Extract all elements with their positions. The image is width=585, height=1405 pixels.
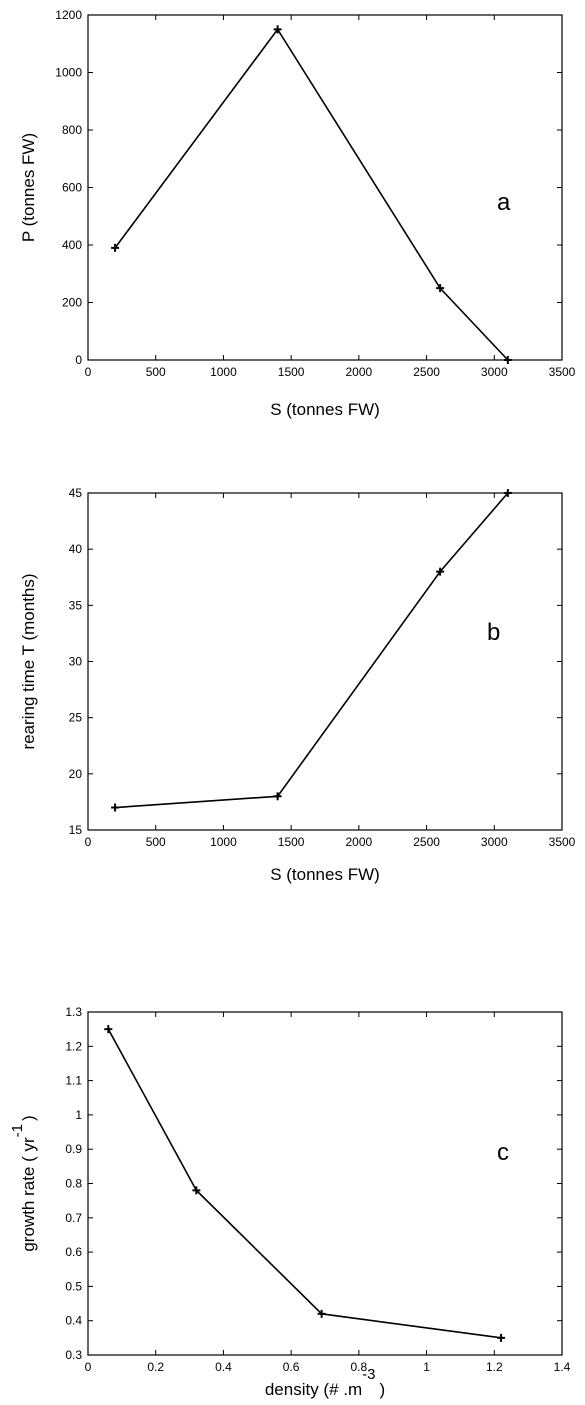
data-point [436, 567, 445, 576]
x-tick-label: 500 [146, 835, 166, 849]
x-tick-label: 2000 [346, 365, 373, 379]
x-tick-label: 0.2 [147, 1360, 164, 1374]
y-tick-label: 400 [62, 238, 82, 252]
x-tick-label: 0 [85, 365, 92, 379]
x-axis-label-close: ) [379, 1380, 385, 1399]
x-tick-label: 1500 [278, 835, 305, 849]
y-tick-label: 800 [62, 123, 82, 137]
y-tick-label: 600 [62, 181, 82, 195]
x-tick-label: 1 [423, 1360, 430, 1374]
y-axis-label: growth rate ( yr-1) [9, 1115, 38, 1251]
x-tick-label: 1.2 [486, 1360, 503, 1374]
y-tick-label: 15 [69, 823, 83, 837]
data-point [497, 1333, 506, 1342]
data-point [192, 1186, 201, 1195]
series-line [114, 27, 509, 361]
y-axis-label-superscript: -1 [9, 1124, 26, 1137]
y-axis-label: rearing time T (months) [19, 573, 38, 749]
x-tick-label: 0 [85, 835, 92, 849]
series-line [107, 1028, 502, 1339]
data-point [503, 356, 512, 364]
plot-frame [87, 492, 563, 831]
x-axis-label: S (tonnes FW) [270, 400, 380, 419]
y-tick-label: 0.4 [65, 1314, 82, 1328]
x-tick-label: 2500 [413, 835, 440, 849]
x-tick-label: 1000 [210, 365, 237, 379]
x-tick-label: 0.4 [215, 1360, 232, 1374]
x-tick-label: 1000 [210, 835, 237, 849]
data-point [111, 803, 120, 812]
y-tick-label: 1 [75, 1108, 82, 1122]
y-tick-label: 35 [69, 598, 83, 612]
y-tick-label: 45 [69, 486, 83, 500]
x-tick-label: 0.6 [283, 1360, 300, 1374]
chart-panel-c: 0 0.2 0.4 0.6 0.8 1 1.2 1.4 0.3 0.4 0.5 0.6 0.7 0.8 0.… [9, 1005, 571, 1399]
panel-letter: c [497, 1139, 509, 1166]
y-tick-label: 1.1 [65, 1074, 82, 1088]
y-tick-label: 0.8 [65, 1177, 82, 1191]
y-tick-label: 0.6 [65, 1245, 82, 1259]
chart-panel-b: 0 500 1000 1500 2000 2500 3000 3500 15 20 25 30 35 40… [19, 486, 576, 884]
x-tick-label: 1.4 [554, 1360, 571, 1374]
x-tick-label: 500 [146, 365, 166, 379]
x-tick-label: 2500 [413, 365, 440, 379]
y-tick-label: 0.7 [65, 1211, 82, 1225]
y-tick-label: 25 [69, 711, 83, 725]
data-point [104, 1025, 113, 1034]
y-tick-label: 0.9 [65, 1142, 82, 1156]
plot-frame [87, 1011, 563, 1356]
chart-panel-a: 0 500 1000 1500 2000 2500 3000 3500 0 200 400 600 80… [19, 8, 576, 419]
y-axis-label-close: ) [19, 1115, 38, 1121]
y-tick-label: 1000 [55, 66, 82, 80]
data-point [436, 284, 445, 293]
x-axis-label: S (tonnes FW) [270, 865, 380, 884]
x-axis-label-superscript: -3 [362, 1366, 375, 1383]
x-tick-label: 2000 [346, 835, 373, 849]
x-tick-label: 0.8 [351, 1360, 368, 1374]
x-tick-label: 3500 [549, 365, 576, 379]
y-tick-label: 1200 [55, 8, 82, 22]
data-point [317, 1309, 326, 1318]
y-tick-label: 30 [69, 655, 83, 669]
x-tick-label: 3500 [549, 835, 576, 849]
data-point [273, 792, 282, 801]
x-tick-label: 0 [85, 1360, 92, 1374]
data-point [111, 243, 120, 252]
x-tick-label: 3000 [481, 835, 508, 849]
y-tick-label: 1.2 [65, 1039, 82, 1053]
x-tick-label: 1500 [278, 365, 305, 379]
panel-letter: a [497, 189, 511, 216]
y-tick-label: 0.3 [65, 1348, 82, 1362]
data-point [503, 489, 512, 497]
y-tick-label: 200 [62, 296, 82, 310]
series-line [115, 492, 509, 809]
y-tick-label: 0.5 [65, 1279, 82, 1293]
data-point [273, 25, 282, 34]
y-tick-label: 0 [75, 353, 82, 367]
y-tick-label: 20 [69, 767, 83, 781]
y-tick-label: 40 [69, 542, 83, 556]
panel-letter: b [487, 619, 500, 646]
y-axis-label: P (tonnes FW) [19, 133, 38, 242]
y-tick-label: 1.3 [65, 1005, 82, 1019]
x-tick-label: 3000 [481, 365, 508, 379]
